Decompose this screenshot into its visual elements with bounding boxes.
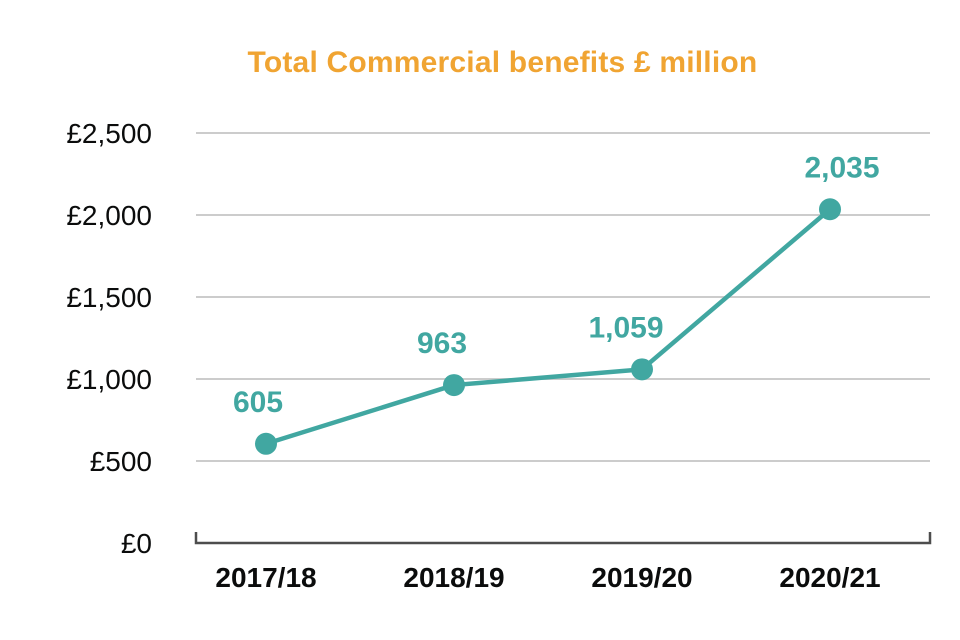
y-tick-label: £1,500: [66, 282, 152, 313]
data-line: [263, 207, 833, 447]
x-tick-label: 2017/18: [215, 562, 316, 593]
x-tick-label: 2019/20: [591, 562, 692, 593]
data-point: [819, 198, 841, 221]
value-label: 963: [417, 327, 467, 360]
y-tick-label: £1,000: [66, 364, 152, 395]
x-tick-label: 2020/21: [779, 562, 880, 593]
value-label: 2,035: [804, 151, 879, 184]
x-tick-label: 2018/19: [403, 562, 504, 593]
y-tick-label: £2,500: [66, 118, 152, 149]
chart-title: Total Commercial benefits £ million: [247, 46, 758, 79]
data-point: [443, 374, 465, 397]
x-axis-line: [194, 532, 932, 545]
y-tick-label: £500: [90, 446, 152, 477]
y-tick-label: £0: [121, 528, 152, 559]
value-label: 1,059: [588, 311, 663, 344]
y-tick-label: £2,000: [66, 200, 152, 231]
value-label: 605: [233, 386, 283, 419]
data-point: [255, 432, 277, 455]
data-point: [631, 358, 653, 381]
